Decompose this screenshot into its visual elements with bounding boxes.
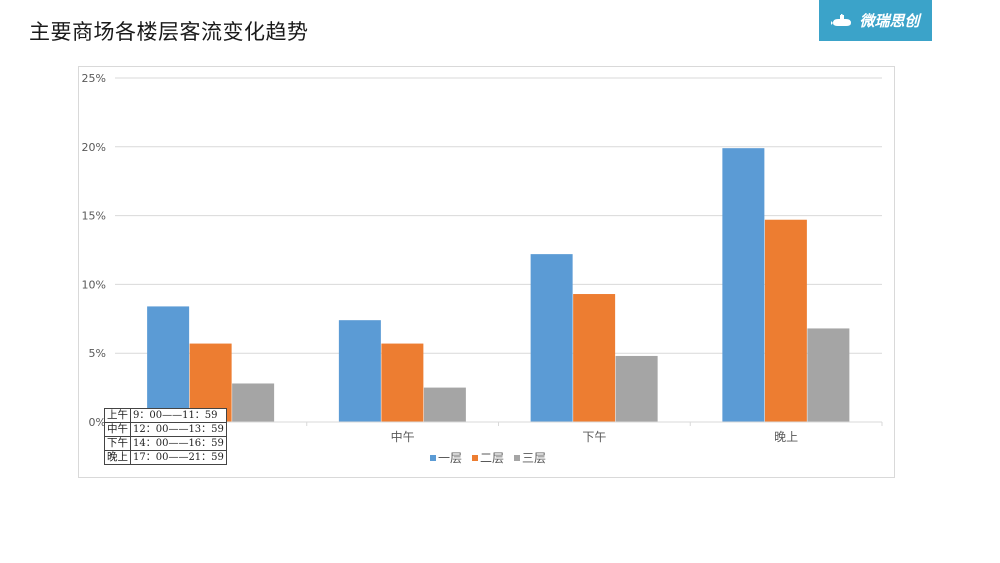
- brand-logo: 微瑞思创: [819, 0, 932, 41]
- y-tick-label: 10%: [82, 278, 106, 291]
- bar: [530, 254, 573, 422]
- bars: [147, 148, 850, 422]
- table-row: 晚上 17：00——21：59: [104, 450, 227, 465]
- period-range: 12：00——13：59: [130, 422, 227, 437]
- y-tick-label: 0%: [89, 416, 106, 429]
- table-row: 上午 9：00——11：59: [104, 408, 227, 423]
- x-tick-label: 中午: [391, 429, 415, 444]
- bar: [381, 343, 424, 422]
- legend-swatch: [514, 455, 520, 461]
- period-range: 9：00——11：59: [130, 408, 227, 423]
- period-label: 中午: [104, 422, 131, 437]
- period-label: 上午: [104, 408, 131, 423]
- y-tick-label: 25%: [82, 72, 106, 85]
- table-row: 中午 12：00——13：59: [104, 422, 227, 437]
- x-tick-label: 下午: [582, 430, 606, 444]
- y-tick-label: 20%: [82, 141, 106, 154]
- legend-label: 二层: [480, 451, 504, 465]
- y-tick-label: 5%: [89, 347, 106, 360]
- period-label: 晚上: [104, 450, 131, 465]
- legend-swatch: [430, 455, 436, 461]
- legend-label: 三层: [522, 451, 546, 465]
- bar: [722, 148, 765, 422]
- legend-label: 一层: [438, 451, 462, 465]
- time-range-table: 上午 9：00——11：59 中午 12：00——13：59 下午 14：00——16：5…: [104, 408, 227, 465]
- bar: [338, 320, 381, 422]
- submarine-icon: [831, 13, 852, 26]
- legend: 一层 二层 三层: [430, 451, 546, 465]
- bar: [807, 328, 850, 422]
- bar: [573, 294, 616, 422]
- period-range: 14：00——16：59: [130, 436, 227, 451]
- legend-swatch: [472, 455, 478, 461]
- x-tick-label: 晚上: [774, 430, 798, 444]
- bar: [147, 306, 190, 422]
- bar: [764, 219, 807, 422]
- bar: [232, 383, 275, 422]
- y-axis: 0% 5% 10% 15% 20% 25%: [82, 72, 106, 429]
- table-row: 下午 14：00——16：59: [104, 436, 227, 451]
- period-label: 下午: [104, 436, 131, 451]
- logo-text: 微瑞思创: [859, 12, 920, 30]
- bar: [423, 387, 466, 422]
- x-axis: 上午中午下午晚上: [114, 421, 883, 444]
- period-range: 17：00——21：59: [130, 450, 227, 465]
- y-tick-label: 15%: [82, 210, 106, 223]
- bar: [615, 355, 658, 422]
- page-title: 主要商场各楼层客流变化趋势: [29, 20, 309, 44]
